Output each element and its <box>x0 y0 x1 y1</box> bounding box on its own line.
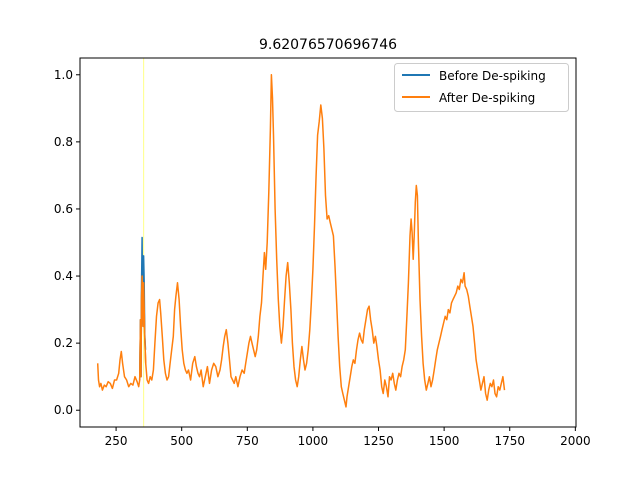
y-tick-label: 0.8 <box>54 135 73 149</box>
y-tick-label: 0.4 <box>54 269 73 283</box>
series-layer <box>96 74 506 408</box>
x-tick-label: 250 <box>105 434 128 448</box>
y-axis: 0.0 0.2 0.4 0.6 0.8 1.0 <box>54 68 80 417</box>
series-line-after-despiking <box>96 74 506 408</box>
legend-label-after: After De-spiking <box>439 91 535 105</box>
legend-label-before: Before De-spiking <box>439 69 546 83</box>
series-line-after-despiking-overlay <box>138 275 147 381</box>
x-tick-label: 750 <box>236 434 259 448</box>
y-tick-label: 0.2 <box>54 336 73 350</box>
chart-title: 9.62076570696746 <box>259 37 397 53</box>
legend-box <box>394 63 569 112</box>
plot-frame <box>79 57 577 428</box>
x-tick-label: 1250 <box>363 434 394 448</box>
legend: Before De-spiking After De-spiking <box>394 63 569 112</box>
x-tick-label: 1000 <box>298 434 329 448</box>
x-tick-label: 1750 <box>494 434 525 448</box>
y-tick-label: 0.6 <box>54 202 73 216</box>
x-tick-label: 2000 <box>560 434 591 448</box>
y-tick-label: 0.0 <box>54 403 73 417</box>
x-axis: 250 500 750 1000 1250 1500 1750 2000 <box>105 427 591 448</box>
x-tick-label: 500 <box>170 434 193 448</box>
x-tick-label: 1500 <box>429 434 460 448</box>
y-tick-label: 1.0 <box>54 68 73 82</box>
